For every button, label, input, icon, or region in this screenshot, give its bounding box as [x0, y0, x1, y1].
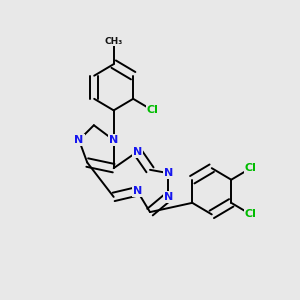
- Text: N: N: [109, 135, 118, 145]
- Text: Cl: Cl: [245, 209, 257, 219]
- Text: N: N: [74, 135, 84, 145]
- Text: N: N: [164, 168, 173, 178]
- Text: Cl: Cl: [245, 163, 257, 173]
- Text: N: N: [164, 192, 173, 202]
- Text: CH₃: CH₃: [104, 37, 123, 46]
- Text: N: N: [133, 147, 142, 157]
- Text: N: N: [133, 186, 142, 196]
- Text: Cl: Cl: [147, 105, 159, 116]
